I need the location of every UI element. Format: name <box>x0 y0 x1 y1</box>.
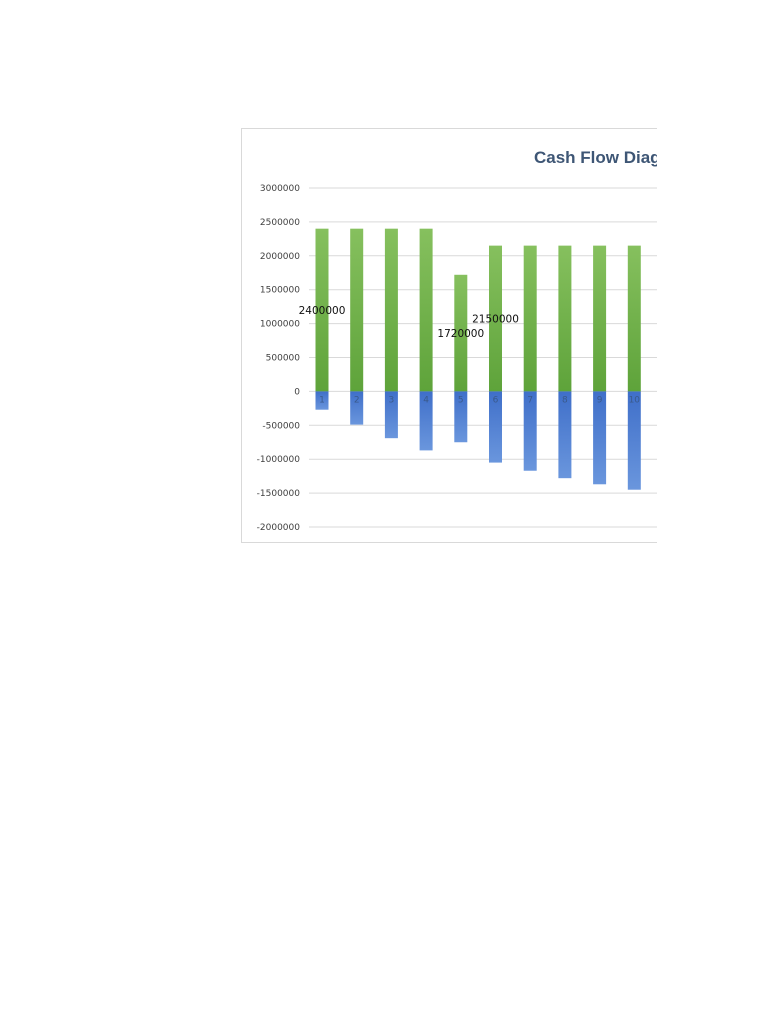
y-tick-label: -2000000 <box>257 523 301 533</box>
bars <box>315 228 641 490</box>
chart-container: Cash Flow Diagr 3000000 2500000 2000000 150… <box>241 128 657 543</box>
gridlines <box>309 187 657 528</box>
chart-title: Cash Flow Diagr <box>534 148 657 167</box>
inflow-bar <box>419 228 433 392</box>
outflow-bar <box>454 391 468 443</box>
inflow-bar <box>489 245 502 392</box>
y-tick-label: 2500000 <box>260 218 300 228</box>
x-category-label: 8 <box>562 395 568 405</box>
y-tick-label: 500000 <box>266 354 301 364</box>
x-category-label: 9 <box>597 395 603 405</box>
inflow-bar <box>384 228 398 392</box>
inflow-bar <box>627 245 641 392</box>
inflow-bar <box>454 274 468 392</box>
outflow-bar <box>315 391 329 410</box>
x-category-label: 3 <box>389 395 395 405</box>
y-tick-label: 1500000 <box>260 286 300 296</box>
y-tick-label: -1000000 <box>257 455 301 465</box>
y-tick-label: 3000000 <box>260 184 300 194</box>
x-category-label: 7 <box>527 395 533 405</box>
x-category-label: 2 <box>354 395 360 405</box>
data-label: 1720000 <box>437 328 484 340</box>
cash-flow-chart: Cash Flow Diagr 300000025000002000000150… <box>257 148 657 533</box>
outflow-bar <box>350 391 364 425</box>
data-label: 2400000 <box>299 305 346 317</box>
category-labels: 1 2 3 4 5 6 7 8 9 10 <box>319 395 640 405</box>
inflow-bar <box>350 228 364 392</box>
data-label: 2150000 <box>472 314 519 326</box>
y-axis-ticks: 3000000 2500000 2000000 1500000 1000000 50000… <box>257 184 301 533</box>
y-tick-label: -500000 <box>262 421 300 431</box>
x-category-label: 10 <box>629 395 641 405</box>
outflow-bar <box>489 391 502 463</box>
y-tick-label: 0 <box>294 387 300 397</box>
y-tick-label: 2000000 <box>260 252 300 262</box>
outflow-bar <box>523 391 537 471</box>
x-category-label: 6 <box>493 395 499 405</box>
inflow-bar <box>593 245 607 392</box>
inflow-bar <box>523 245 537 392</box>
x-category-label: 1 <box>319 395 325 405</box>
outflow-bar <box>419 391 433 451</box>
inflow-bar <box>315 228 329 392</box>
y-tick-label: -1500000 <box>257 489 301 499</box>
x-category-label: 4 <box>423 395 429 405</box>
x-category-label: 5 <box>458 395 464 405</box>
data-labels: 2400000 1720000 2150000 <box>299 305 519 340</box>
outflow-bar <box>558 391 572 479</box>
outflow-bar <box>627 391 641 490</box>
outflow-bar <box>593 391 607 485</box>
outflow-bar <box>384 391 398 439</box>
inflow-bar <box>558 245 572 392</box>
y-tick-label: 1000000 <box>260 320 300 330</box>
